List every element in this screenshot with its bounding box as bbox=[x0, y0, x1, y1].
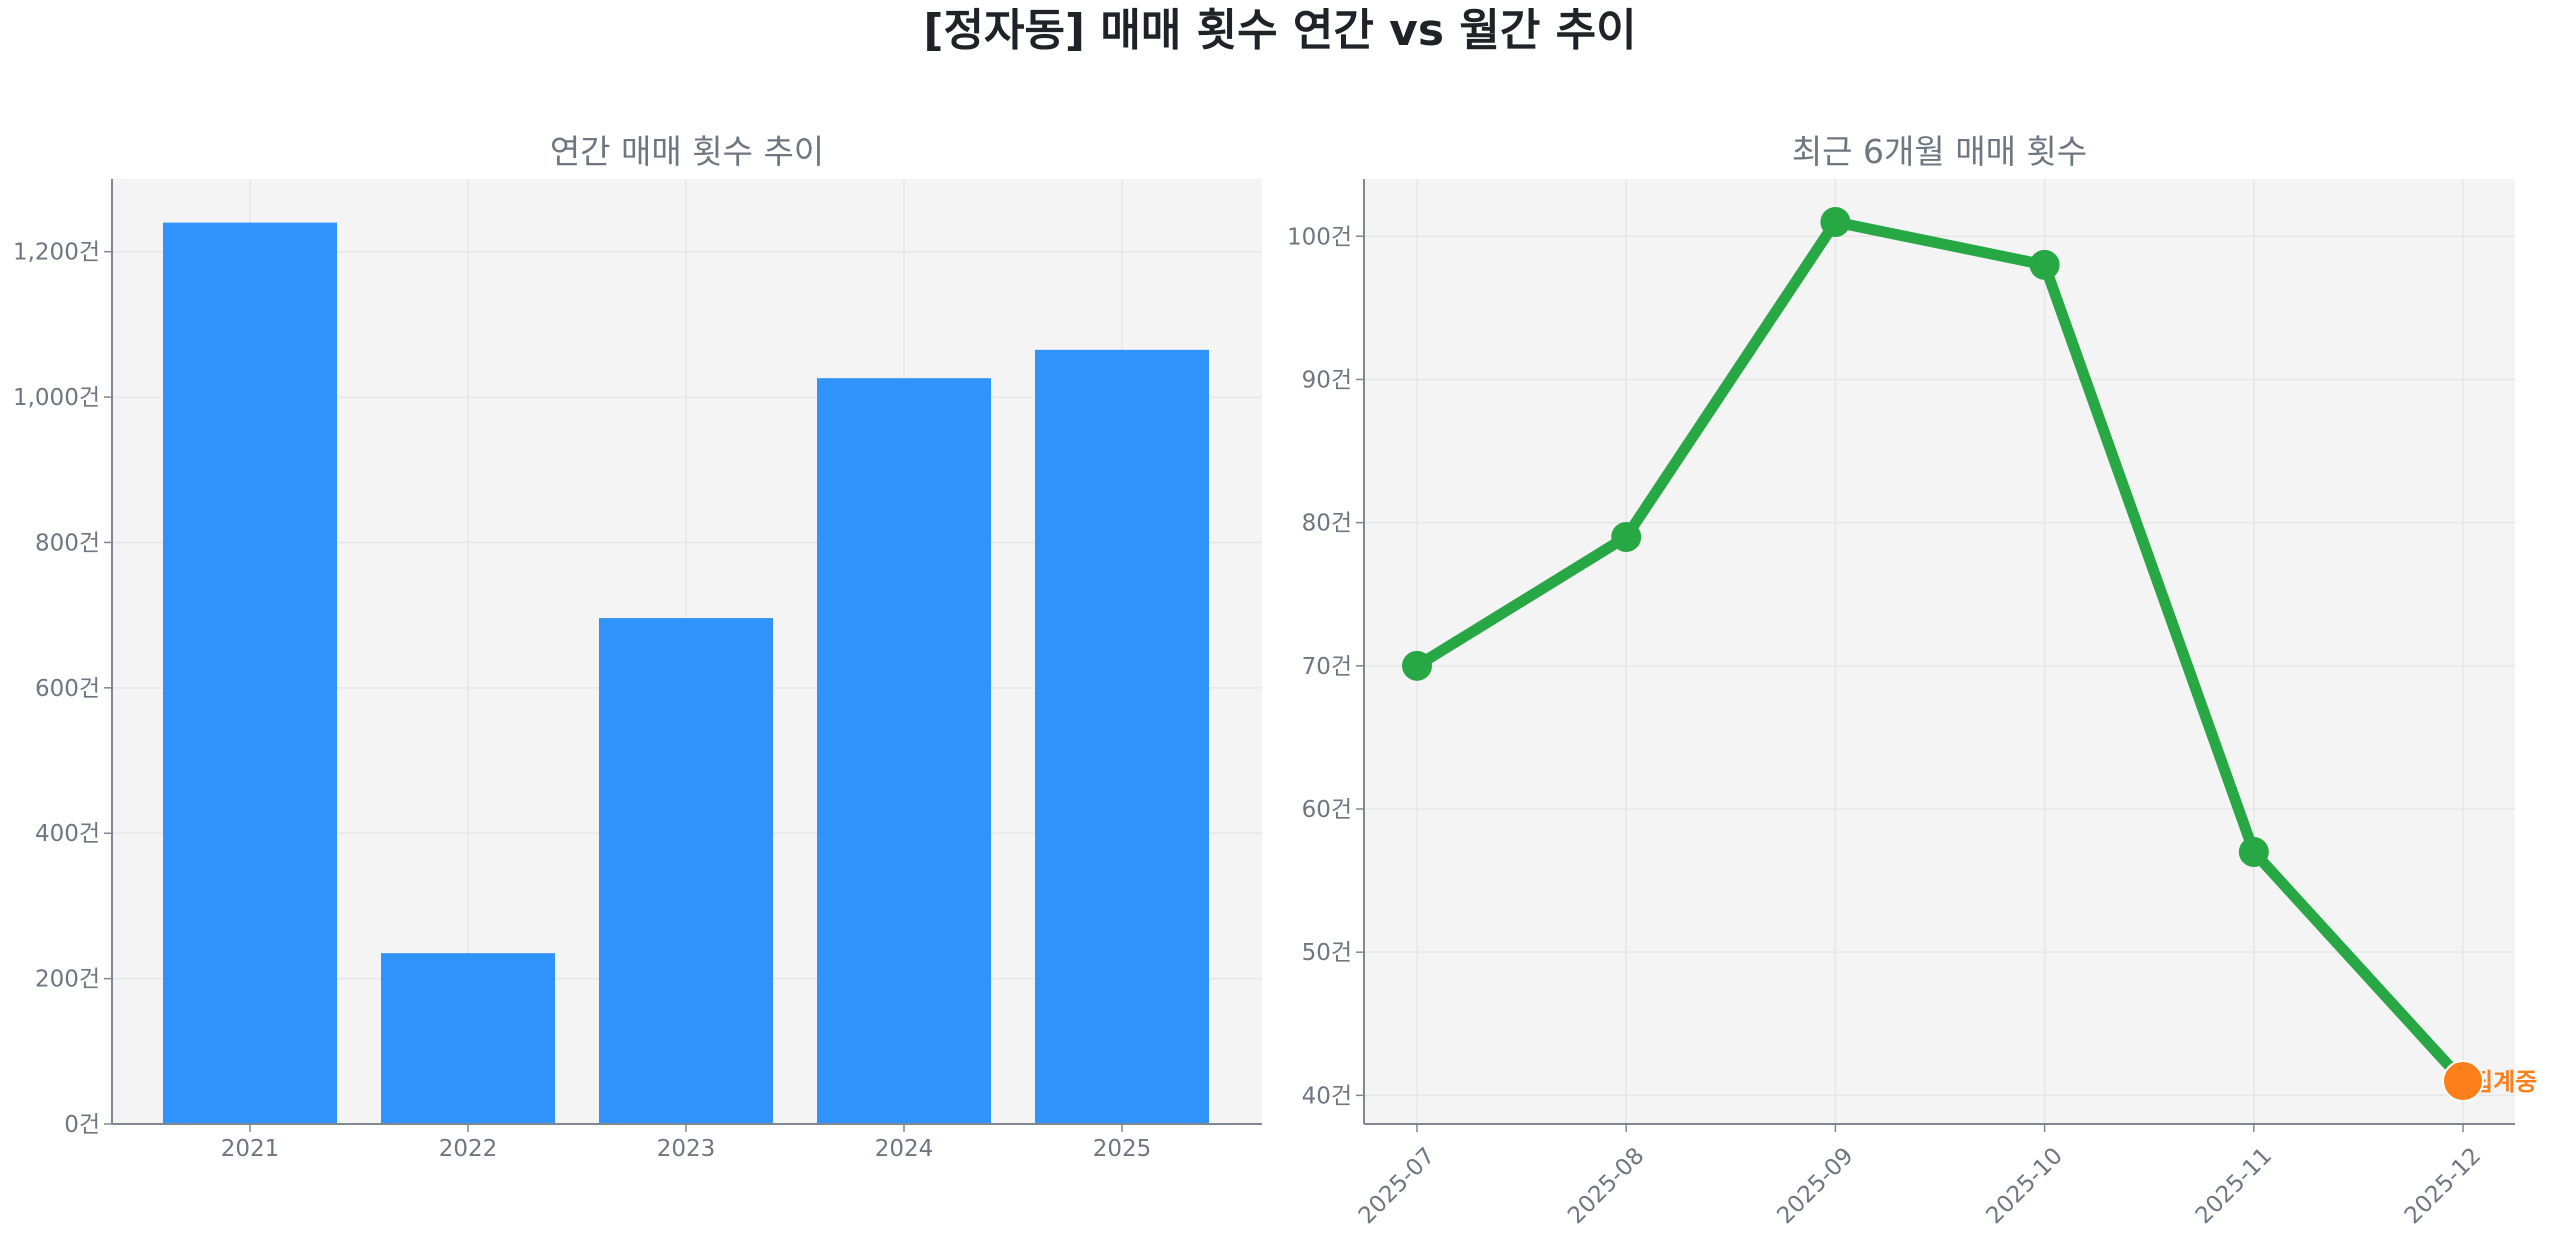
line-chart-title: 최근 6개월 매매 횟수 bbox=[1791, 132, 2088, 171]
plot-area bbox=[1364, 179, 2515, 1124]
y-tick-label: 1,000건 bbox=[13, 385, 100, 411]
data-point-2025-11 bbox=[2238, 836, 2269, 867]
y-tick-label: 60건 bbox=[1302, 797, 1352, 823]
x-tick-label: 2025-12 bbox=[2400, 1143, 2486, 1229]
y-tick-label: 400건 bbox=[35, 821, 100, 847]
y-tick-label: 600건 bbox=[35, 676, 100, 702]
y-tick-label: 90건 bbox=[1302, 367, 1352, 393]
y-tick-label: 40건 bbox=[1302, 1083, 1352, 1109]
series-line bbox=[1414, 216, 2468, 1085]
bar-2022 bbox=[381, 953, 555, 1124]
figure-title: [정자동] 매매 횟수 연간 vs 월간 추이 bbox=[923, 5, 1637, 56]
bar-2023 bbox=[599, 618, 773, 1124]
y-tick-label: 70건 bbox=[1302, 654, 1352, 680]
x-tick-label: 2025-11 bbox=[2191, 1143, 2277, 1229]
y-tick-label: 50건 bbox=[1302, 940, 1352, 966]
highlight-marker bbox=[2442, 1060, 2484, 1103]
data-point-2025-10 bbox=[2029, 249, 2060, 280]
y-tick-label: 80건 bbox=[1302, 511, 1352, 537]
y-tick-label: 1,200건 bbox=[13, 240, 100, 266]
data-point-2025-07 bbox=[1402, 650, 1432, 681]
y-tick-label: 100건 bbox=[1287, 224, 1352, 250]
x-tick-label: 2023 bbox=[657, 1136, 716, 1162]
bar-2024 bbox=[817, 378, 991, 1125]
data-point-2025-09 bbox=[1820, 206, 1851, 237]
y-tick-label: 0건 bbox=[64, 1112, 100, 1138]
y-tick-label: 200건 bbox=[35, 967, 100, 993]
x-tick-label: 2025-08 bbox=[1563, 1143, 1649, 1229]
x-tick-label: 2025-10 bbox=[1982, 1143, 2068, 1229]
bar-chart-title: 연간 매매 횟수 추이 bbox=[549, 132, 825, 171]
x-tick-label: 2022 bbox=[439, 1136, 498, 1162]
x-tick-label: 2024 bbox=[875, 1136, 934, 1162]
x-tick-label: 2025-07 bbox=[1354, 1143, 1440, 1229]
y-tick-label: 800건 bbox=[35, 530, 100, 556]
x-tick-label: 2025 bbox=[1093, 1136, 1152, 1162]
bar-2025 bbox=[1035, 349, 1209, 1125]
data-point-2025-08 bbox=[1611, 521, 1642, 552]
bar-2021 bbox=[163, 222, 337, 1125]
x-tick-label: 2021 bbox=[221, 1136, 280, 1162]
x-tick-label: 2025-09 bbox=[1772, 1143, 1858, 1229]
